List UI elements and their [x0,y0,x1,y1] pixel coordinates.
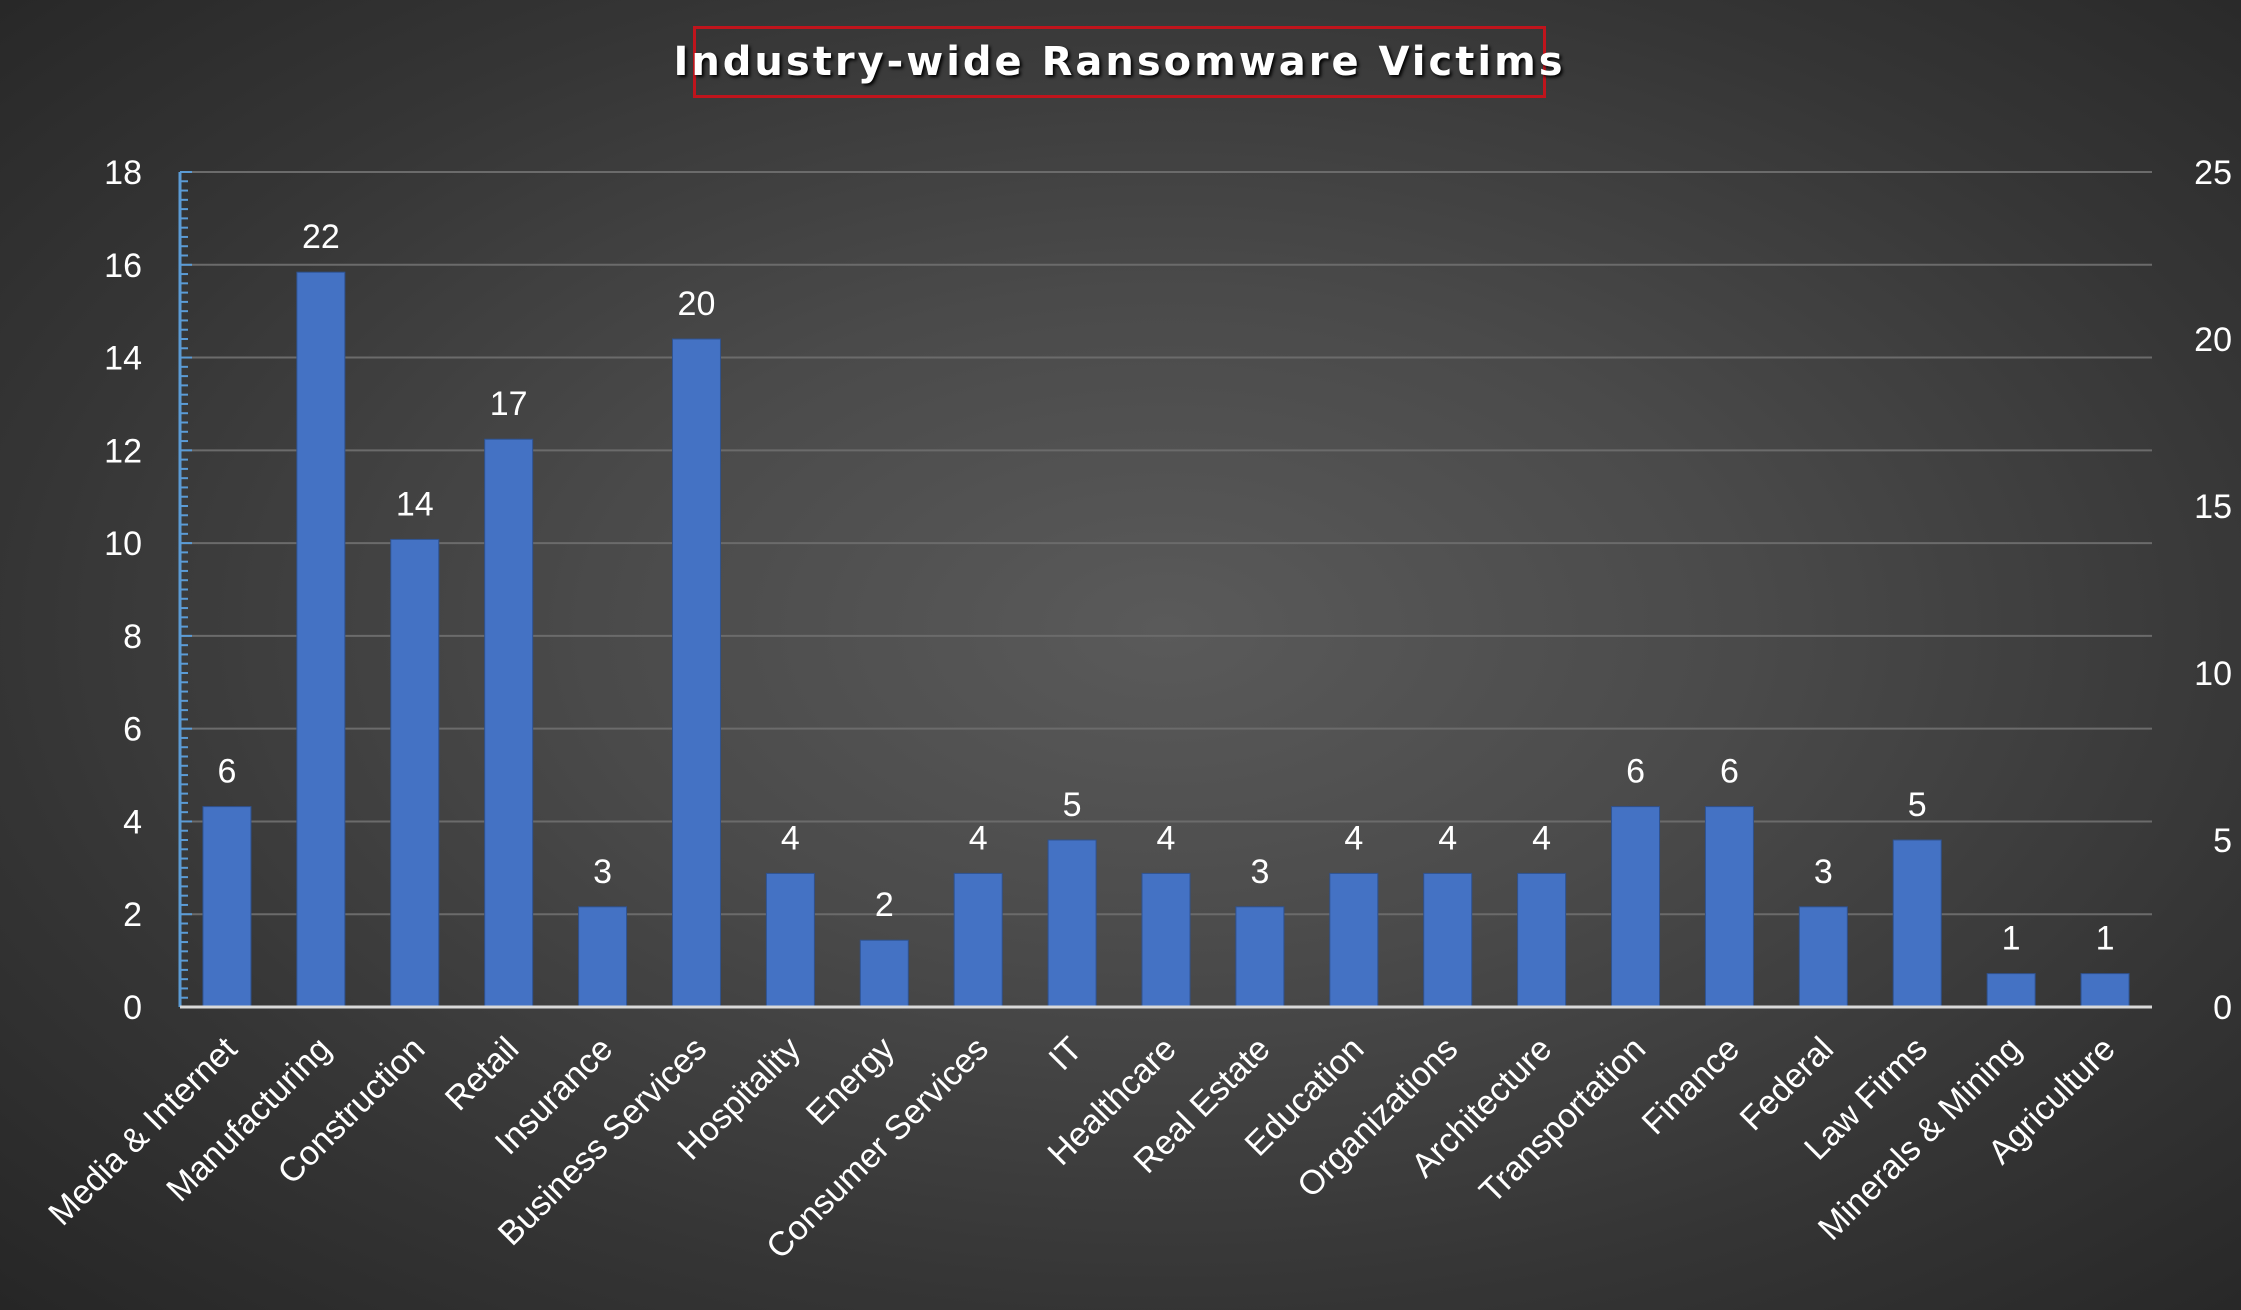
chart-title-box: Industry-wide Ransomware Victims [673,26,1563,98]
bar [1986,973,2036,1008]
bar [1517,872,1567,1008]
bar [1235,906,1285,1008]
left-axis-tick-label: 0 [123,989,142,1027]
right-axis-tick-label: 0 [2213,989,2232,1027]
data-label: 6 [217,753,236,791]
right-axis-tick-label: 15 [2194,488,2232,526]
data-label: 3 [1814,853,1833,891]
chart-title: Industry-wide Ransomware Victims [673,39,1566,85]
bar [390,538,440,1008]
left-axis-tick-label: 2 [123,896,142,934]
data-label: 4 [1344,819,1363,857]
left-axis-tick-label: 10 [104,525,142,563]
bar [1798,906,1848,1008]
bar [296,271,346,1008]
left-axis-tick-label: 18 [104,154,142,192]
category-label: Organizations [1290,1030,1465,1205]
bar [1047,839,1097,1008]
bar [1423,872,1473,1008]
bar [578,906,628,1008]
data-label: 5 [1908,786,1927,824]
data-label: 4 [781,819,800,857]
bar [765,872,815,1008]
bar [859,939,909,1008]
left-axis-tick-label: 12 [104,432,142,470]
data-label: 4 [969,819,988,857]
data-label: 14 [396,485,434,523]
left-axis-tick-label: 16 [104,247,142,285]
bar [953,872,1003,1008]
category-label: IT [1042,1030,1090,1078]
data-label: 4 [1438,819,1457,857]
left-axis-tick-label: 14 [104,340,142,378]
bar [1704,806,1754,1008]
data-label: 3 [593,853,612,891]
data-label: 6 [1720,753,1739,791]
right-axis-tick-label: 20 [2194,321,2232,359]
category-label: Finance [1635,1030,1747,1142]
bar [1141,872,1191,1008]
bar [1611,806,1661,1008]
left-axis-tick-label: 6 [123,711,142,749]
right-axis-tick-label: 10 [2194,655,2232,693]
bar [484,438,534,1008]
data-label: 4 [1157,819,1176,857]
right-axis-tick-label: 5 [2213,822,2232,860]
data-label: 3 [1250,853,1269,891]
left-axis-tick-label: 8 [123,618,142,656]
data-label: 1 [2096,920,2115,958]
data-label: 2 [875,886,894,924]
category-label: Retail [438,1030,526,1118]
bar [1329,872,1379,1008]
left-axis-tick-label: 4 [123,803,142,841]
data-label: 5 [1063,786,1082,824]
data-label: 17 [490,385,528,423]
data-label: 6 [1626,753,1645,791]
bar [202,806,252,1008]
right-axis-tick-label: 25 [2194,154,2232,192]
bar [2080,973,2130,1008]
category-label: Manufacturing [159,1030,338,1209]
data-label: 20 [678,285,716,323]
data-label: 4 [1532,819,1551,857]
data-label: 22 [302,218,340,256]
bar [1892,839,1942,1008]
category-label: Transportation [1472,1030,1653,1211]
data-label: 1 [2002,920,2021,958]
bar [671,338,721,1008]
